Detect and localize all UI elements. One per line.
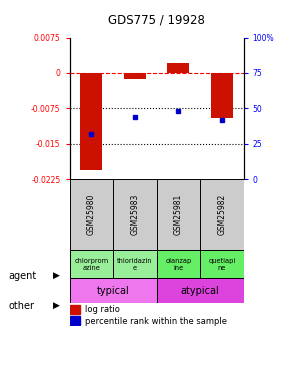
Text: olanzap
ine: olanzap ine: [165, 258, 191, 271]
Text: log ratio: log ratio: [85, 305, 120, 314]
Bar: [70, 305, 80, 314]
Bar: [70, 316, 80, 325]
Text: GSM25981: GSM25981: [174, 194, 183, 236]
Bar: [80, 73, 102, 170]
Bar: [200, 250, 244, 278]
Bar: [70, 278, 157, 303]
Bar: [157, 278, 244, 303]
Text: percentile rank within the sample: percentile rank within the sample: [85, 316, 227, 326]
Bar: [70, 250, 113, 278]
Bar: [113, 250, 157, 278]
Text: GDS775 / 19928: GDS775 / 19928: [108, 13, 205, 26]
Text: agent: agent: [9, 271, 37, 280]
Text: chlorprom
azine: chlorprom azine: [74, 258, 108, 271]
Text: quetiapi
ne: quetiapi ne: [208, 258, 235, 271]
Text: atypical: atypical: [181, 286, 220, 296]
Text: GSM25980: GSM25980: [87, 194, 96, 236]
Text: GSM25983: GSM25983: [130, 194, 139, 236]
Text: GSM25982: GSM25982: [217, 194, 226, 236]
Bar: [211, 73, 233, 118]
Text: typical: typical: [97, 286, 129, 296]
Text: other: other: [9, 301, 35, 310]
Text: ▶: ▶: [53, 301, 60, 310]
Text: ▶: ▶: [53, 271, 60, 280]
Bar: [124, 73, 146, 79]
Bar: [157, 250, 200, 278]
Text: thioridazin
e: thioridazin e: [117, 258, 153, 271]
Bar: [168, 63, 189, 73]
